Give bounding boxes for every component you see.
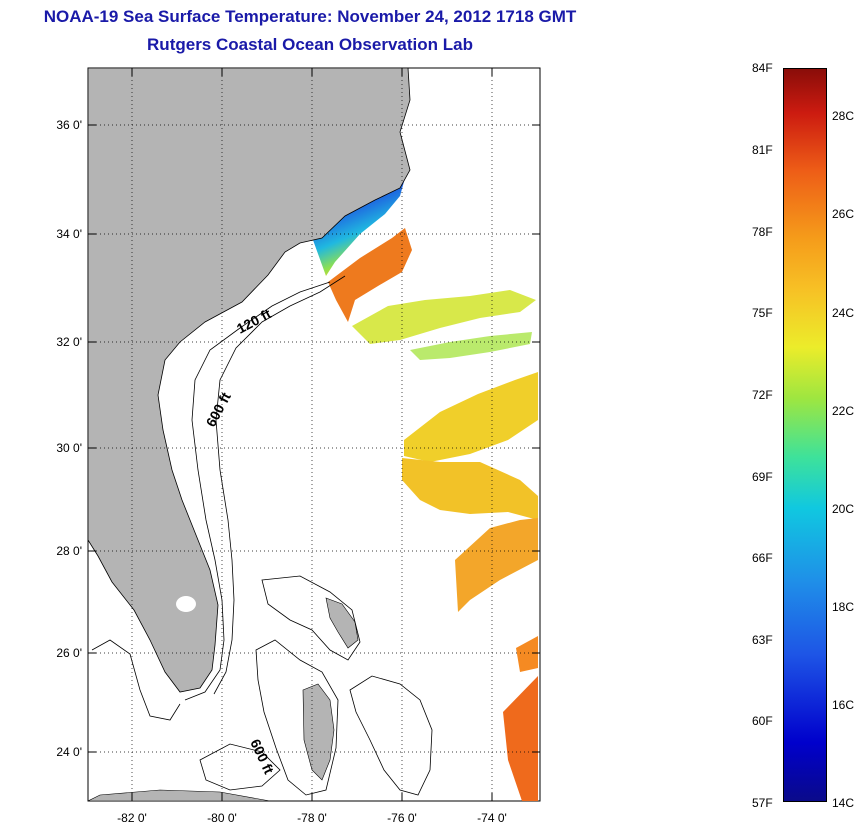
temperature-colorbar bbox=[783, 68, 827, 802]
contour-bahamas-2 bbox=[255, 639, 339, 796]
colorbar-c-label: 24C bbox=[832, 306, 855, 320]
bathymetry-contours bbox=[91, 275, 433, 796]
map-title: NOAA-19 Sea Surface Temperature: Novembe… bbox=[43, 7, 577, 26]
sst-patch-3 bbox=[404, 372, 538, 462]
contour-600ft bbox=[213, 275, 346, 695]
contour-cuba-shelf bbox=[199, 743, 281, 791]
lat-label: 36 0' bbox=[56, 118, 82, 132]
colorbar-c-label: 20C bbox=[832, 502, 855, 516]
colorbar-c-label: 16C bbox=[832, 698, 855, 712]
lon-label: -82 0' bbox=[117, 811, 147, 825]
sst-swath-north bbox=[313, 178, 405, 276]
colorbar-f-label: 81F bbox=[752, 143, 773, 157]
lat-label: 30 0' bbox=[56, 441, 82, 455]
sst-patch-4 bbox=[402, 458, 538, 520]
land-bahamas-andros bbox=[302, 683, 335, 781]
colorbar-c-label: 26C bbox=[832, 207, 855, 221]
sst-data-layer bbox=[313, 178, 538, 801]
contour-bahamas-3 bbox=[349, 675, 433, 796]
lat-label: 34 0' bbox=[56, 227, 82, 241]
land-bahamas-abaco bbox=[325, 597, 359, 649]
lat-label: 28 0' bbox=[56, 544, 82, 558]
lake-okeechobee bbox=[176, 596, 196, 612]
colorbar-f-label: 57F bbox=[752, 796, 773, 810]
colorbar-f-label: 60F bbox=[752, 714, 773, 728]
colorbar-f-label: 75F bbox=[752, 306, 773, 320]
sst-patch-6 bbox=[503, 676, 538, 801]
lon-label: -76 0' bbox=[387, 811, 417, 825]
land-cuba bbox=[88, 789, 271, 801]
colorbar-f-label: 66F bbox=[752, 551, 773, 565]
sst-patch-7 bbox=[516, 636, 538, 672]
colorbar-f-label: 84F bbox=[752, 61, 773, 75]
land-mainland bbox=[88, 68, 411, 693]
lon-label: -80 0' bbox=[207, 811, 237, 825]
contour-120ft bbox=[184, 281, 331, 701]
colorbar-f-label: 63F bbox=[752, 633, 773, 647]
graticule bbox=[88, 68, 540, 801]
axis-ticks bbox=[88, 68, 540, 801]
lon-label: -78 0' bbox=[297, 811, 327, 825]
contour-bahamas-1 bbox=[261, 575, 361, 661]
lat-label: 32 0' bbox=[56, 335, 82, 349]
sst-swath-gulfstream bbox=[328, 228, 412, 322]
colorbar-f-label: 72F bbox=[752, 388, 773, 402]
lat-label: 24 0' bbox=[56, 745, 82, 759]
colorbar-c-label: 14C bbox=[832, 796, 855, 810]
sst-patch-5 bbox=[455, 518, 538, 612]
sst-patch-2 bbox=[410, 332, 532, 360]
contour-keys bbox=[91, 639, 181, 721]
map-subtitle: Rutgers Coastal Ocean Observation Lab bbox=[147, 35, 473, 54]
colorbar-c-label: 18C bbox=[832, 600, 855, 614]
lat-label: 26 0' bbox=[56, 646, 82, 660]
colorbar-f-label: 78F bbox=[752, 225, 773, 239]
colorbar-c-label: 28C bbox=[832, 109, 855, 123]
colorbar-f-label: 69F bbox=[752, 470, 773, 484]
lon-label: -74 0' bbox=[477, 811, 507, 825]
sst-patch-1 bbox=[352, 290, 536, 344]
colorbar-c-label: 22C bbox=[832, 404, 855, 418]
